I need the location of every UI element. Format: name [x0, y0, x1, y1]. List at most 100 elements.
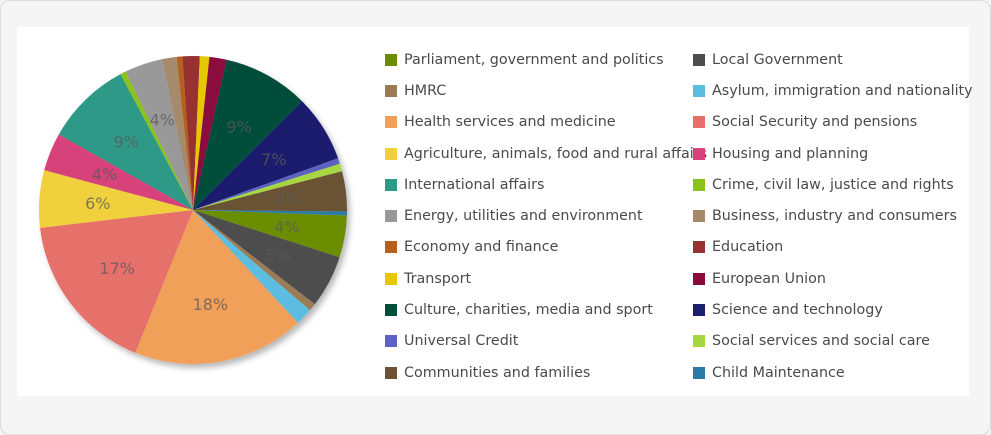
pie-slice[interactable] [193, 210, 347, 258]
slice-label: 4% [274, 217, 299, 236]
legend-item[interactable]: International affairs [385, 169, 693, 200]
legend-item[interactable]: Culture, charities, media and sport [385, 294, 693, 325]
legend-swatch [385, 178, 397, 191]
legend-swatch [385, 53, 397, 66]
legend-item[interactable]: Education [693, 232, 975, 263]
pie-slice[interactable] [44, 134, 193, 210]
legend-swatch [385, 84, 397, 97]
legend-swatch [385, 366, 397, 379]
slice-label: 17% [99, 259, 135, 278]
legend-item[interactable]: Economy and finance [385, 232, 693, 263]
legend-item[interactable]: Social Security and pensions [693, 107, 975, 138]
legend-label: Education [712, 239, 784, 256]
pie-slice[interactable] [182, 56, 200, 210]
legend-label: Science and technology [712, 302, 883, 319]
slice-label: 18% [193, 295, 229, 314]
legend-item[interactable]: Child Maintenance [693, 357, 975, 388]
pie-slice[interactable] [193, 158, 340, 210]
pie-slice[interactable] [193, 210, 347, 216]
slice-label: 9% [226, 117, 251, 136]
pie-slice[interactable] [162, 56, 193, 210]
legend-label: Transport [404, 270, 472, 287]
legend-label: Local Government [712, 51, 843, 68]
legend-label: Agriculture, animals, food and rural aff… [404, 145, 708, 162]
legend-item[interactable]: Local Government [693, 44, 975, 75]
legend-item[interactable]: European Union [693, 263, 975, 294]
legend-item[interactable]: HMRC [385, 75, 693, 106]
pie-slice[interactable] [176, 56, 193, 210]
legend-label: Social Security and pensions [712, 114, 918, 131]
legend-label: Social services and social care [712, 333, 930, 350]
legend-swatch [693, 335, 705, 348]
legend-label: Asylum, immigration and nationality [712, 82, 973, 99]
legend-swatch [385, 335, 397, 348]
legend-item[interactable]: Crime, civil law, justice and rights [693, 169, 975, 200]
slice-label: 7% [261, 150, 286, 169]
legend-label: Child Maintenance [712, 364, 845, 381]
pie-slice[interactable] [193, 59, 303, 210]
slice-label: 6% [85, 194, 110, 213]
legend-item[interactable]: Universal Credit [385, 326, 693, 357]
legend-label: Housing and planning [712, 145, 869, 162]
legend-label: Crime, civil law, justice and rights [712, 176, 954, 193]
pie-slice[interactable] [193, 210, 310, 323]
legend-item[interactable]: Energy, utilities and environment [385, 200, 693, 231]
pie-slice[interactable] [58, 74, 193, 210]
legend-label: Health services and medicine [404, 114, 616, 131]
legend-swatch [385, 147, 397, 160]
pie-slice[interactable] [40, 210, 193, 353]
legend-item[interactable]: Housing and planning [693, 138, 975, 169]
slice-label: 4% [92, 165, 117, 184]
pie-slice[interactable] [193, 163, 343, 210]
pie-slice[interactable] [120, 71, 193, 210]
chart-card: 4% 5% 18% 17% 6% 4% 9% 4% 9% 7% 4% [17, 27, 969, 396]
legend-swatch [385, 210, 397, 223]
legend-label: Parliament, government and politics [404, 51, 664, 68]
legend-label: Universal Credit [404, 333, 519, 350]
pie-chart: 4% 5% 18% 17% 6% 4% 9% 4% 9% 7% 4% [39, 56, 347, 364]
legend-swatch [385, 241, 397, 254]
legend-swatch [693, 210, 705, 223]
legend-label: Business, industry and consumers [712, 208, 957, 225]
legend-swatch [693, 241, 705, 254]
slice-label: 4% [275, 189, 300, 208]
legend-swatch [385, 272, 397, 285]
legend-label: European Union [712, 270, 826, 287]
legend-swatch [693, 147, 705, 160]
pie-slice[interactable] [193, 210, 340, 305]
legend-swatch [693, 304, 705, 317]
pie-slice[interactable] [125, 59, 193, 210]
legend-item[interactable]: Transport [385, 263, 693, 294]
legend-label: Culture, charities, media and sport [404, 302, 653, 319]
legend-swatch [385, 116, 397, 129]
legend-label: HMRC [404, 82, 447, 99]
legend-item[interactable]: Science and technology [693, 294, 975, 325]
pie-slice[interactable] [193, 56, 227, 210]
legend-label: Energy, utilities and environment [404, 208, 643, 225]
legend-swatch [693, 116, 705, 129]
pie-slice[interactable] [193, 171, 347, 212]
pie-slice[interactable] [193, 56, 210, 210]
legend-swatch [693, 366, 705, 379]
legend-label: Economy and finance [404, 239, 559, 256]
legend-item[interactable]: Agriculture, animals, food and rural aff… [385, 138, 707, 169]
legend-item[interactable]: Communities and families [385, 357, 693, 388]
slice-label: 5% [265, 246, 290, 265]
pie-slice[interactable] [135, 210, 298, 364]
legend-swatch [693, 272, 705, 285]
chart-legend: Parliament, government and politics Local… [385, 44, 975, 388]
legend-item[interactable]: Parliament, government and politics [385, 44, 693, 75]
legend-swatch [693, 84, 705, 97]
slice-label: 4% [150, 111, 175, 130]
legend-swatch [385, 304, 397, 317]
legend-item[interactable]: Health services and medicine [385, 107, 693, 138]
legend-item[interactable]: Asylum, immigration and nationality [693, 75, 975, 106]
legend-item[interactable]: Business, industry and consumers [693, 200, 975, 231]
pie-slice[interactable] [193, 101, 339, 210]
legend-item[interactable]: Social services and social care [693, 326, 975, 357]
slice-label: 9% [114, 133, 139, 152]
pie-slice[interactable] [193, 210, 315, 311]
legend-swatch [693, 53, 705, 66]
legend-label: International affairs [404, 176, 545, 193]
pie-slice[interactable] [39, 170, 193, 228]
